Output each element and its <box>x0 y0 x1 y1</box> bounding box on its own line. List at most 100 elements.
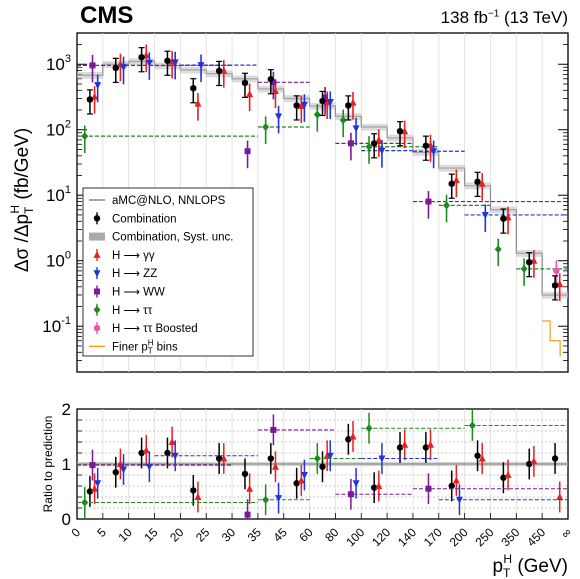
combination-point <box>164 57 171 64</box>
main-y-tick-label: 10-1 <box>42 315 71 336</box>
combination-point <box>293 102 300 109</box>
combination-point <box>267 76 275 83</box>
experiment-label: CMS <box>80 2 134 29</box>
ratio-combination-point <box>345 436 352 443</box>
x-tick-label: 10 <box>115 525 135 545</box>
x-tick-label: 20 <box>167 525 187 545</box>
ratio-hzz-point <box>120 466 128 474</box>
hzz-point <box>352 125 360 133</box>
ratio-h-point <box>220 454 228 462</box>
hzz-point <box>94 82 102 90</box>
ratio-combination-point <box>526 460 533 468</box>
combination-point <box>319 97 326 105</box>
hgg-point <box>478 179 486 187</box>
main-y-tick-label: 100 <box>46 250 71 271</box>
hww-point <box>244 148 251 155</box>
legend-label: Finer pTH bins <box>112 338 178 355</box>
main-y-axis-title: Δσ /ΔpTH (fb/GeV) <box>8 128 36 272</box>
hww-point <box>270 79 277 86</box>
x-tick-label: 170 <box>421 525 445 549</box>
ratio-hzz-point <box>455 496 463 504</box>
legend-entry: Finer pTH bins <box>89 338 178 355</box>
ratio-h-point <box>81 498 89 507</box>
ratio-combination-point <box>267 455 275 462</box>
ratio-combination-point <box>370 484 378 491</box>
combination-point <box>422 142 430 149</box>
x-tick-label: 450 <box>524 525 548 549</box>
hzz-point <box>300 101 308 109</box>
ratio-h-point <box>427 440 435 448</box>
legend-hzz-marker <box>93 270 101 278</box>
legend-entry: aMC@NLO, NNLOPS <box>89 195 226 207</box>
ratio-h-point <box>349 432 357 440</box>
combination-point <box>112 64 119 72</box>
combination-point <box>396 128 404 135</box>
htt-point <box>365 142 373 151</box>
ratio-h-point <box>530 457 538 465</box>
legend-entry: Combination, Syst. unc. <box>89 232 233 244</box>
x-tick-label: ∞ <box>558 525 574 541</box>
ratio-combination-point <box>396 444 404 451</box>
x-tick-label: 80 <box>322 525 342 545</box>
ratio-h-point <box>401 440 409 448</box>
legend-htt-marker <box>93 305 101 314</box>
combination-point <box>86 96 94 103</box>
legend-label: aMC@NLO, NNLOPS <box>112 195 226 207</box>
ratio-combination-point <box>190 487 197 494</box>
hzz-point <box>145 59 153 67</box>
ratio-h-point <box>194 493 202 500</box>
ratio-combination-point <box>422 444 430 451</box>
combination-point <box>345 102 352 109</box>
legend-label: H ⟶ ττ <box>112 305 153 317</box>
ratio-combination-point <box>112 469 119 476</box>
legend-entry: H ⟶ γγ <box>93 248 155 262</box>
theory-uncertainty-band <box>361 123 388 131</box>
energy-value: (13 TeV) <box>499 8 568 27</box>
ratio-h-point <box>313 454 321 463</box>
hzz-point <box>481 211 489 219</box>
hgg-point <box>452 176 460 184</box>
ratio-hzz-point <box>275 495 283 503</box>
ratio-combination-point <box>293 480 300 487</box>
legend-htt-boosted-marker <box>93 324 101 332</box>
x-tick-label: 35 <box>245 525 265 545</box>
htt-point <box>520 264 528 273</box>
main-y-tick-label: 102 <box>46 119 71 140</box>
ratio-h-point <box>452 476 460 484</box>
x-tick-label: 100 <box>343 525 367 549</box>
ratio-hzz-point <box>352 480 360 488</box>
legend-entry: H ⟶ ZZ <box>93 267 157 280</box>
x-tick-label: 120 <box>369 525 393 549</box>
hgg-point <box>375 135 383 143</box>
hww-point <box>347 140 354 147</box>
x-tick-label: 25 <box>193 525 213 545</box>
legend-label: H ⟶ γγ <box>112 250 155 262</box>
legend-combination-marker <box>93 215 101 222</box>
ratio-combination-point <box>164 449 171 457</box>
ratio-h-point <box>478 454 486 462</box>
ratio-h-point <box>297 476 305 484</box>
ratio-y-axis-title: Ratio to prediction <box>41 416 55 513</box>
ratio-combination-point <box>448 482 455 490</box>
htt-boosted-point <box>553 267 560 275</box>
x-tick-label: 45 <box>271 525 291 545</box>
legend-entry: H ⟶ ττ <box>93 303 153 317</box>
x-tick-label: 60 <box>296 525 316 545</box>
legend-label: H ⟶ ZZ <box>112 268 157 280</box>
main-y-tick-label: 103 <box>46 53 71 74</box>
legend: aMC@NLO, NNLOPS Combination Combination, S… <box>82 187 254 357</box>
ratio-y-tick-label: 0 <box>62 510 71 529</box>
ratio-combination-point <box>551 455 559 462</box>
theory-uncertainty-band <box>438 164 465 172</box>
hzz-point <box>430 148 438 156</box>
combination-point <box>448 180 455 187</box>
ratio-h-point <box>375 482 383 489</box>
x-tick-label: 200 <box>447 525 471 549</box>
x-tick-label: 0 <box>68 525 83 540</box>
ratio-y-tick-label: 2 <box>62 400 71 419</box>
legend-entry: H ⟶ WW <box>94 285 165 299</box>
htt-point <box>339 116 347 125</box>
luminosity-label: 138 fb−1 (13 TeV) <box>441 8 568 28</box>
combination-point <box>215 67 223 75</box>
ratio-combination-point <box>241 470 249 478</box>
